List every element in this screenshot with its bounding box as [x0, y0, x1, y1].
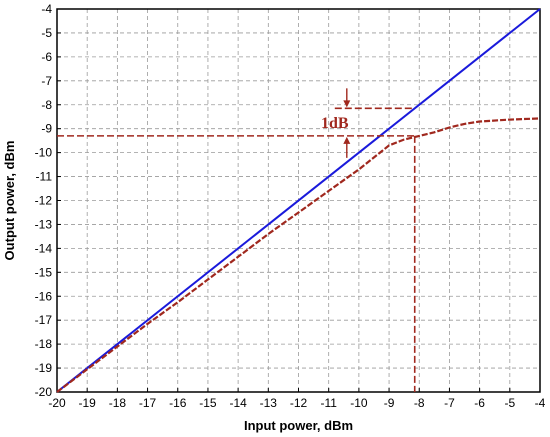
x-tick-label: -11 — [320, 396, 337, 410]
x-tick-label: -18 — [109, 396, 127, 410]
y-tick-label: -9 — [41, 122, 52, 136]
x-tick-label: -14 — [229, 396, 247, 410]
plot-frame — [56, 8, 541, 393]
y-tick-label: -16 — [35, 289, 53, 303]
x-tick-label: -9 — [384, 396, 395, 410]
y-tick-label: -4 — [41, 2, 52, 16]
x-tick-label: -20 — [48, 396, 66, 410]
x-tick-label: -12 — [290, 396, 308, 410]
x-tick-label: -10 — [350, 396, 368, 410]
y-tick-label: -13 — [35, 217, 53, 231]
x-tick-label: -19 — [79, 396, 97, 410]
x-tick-label: -17 — [139, 396, 157, 410]
x-tick-label: -7 — [444, 396, 455, 410]
y-tick-label: -14 — [35, 241, 53, 255]
x-tick-label: -4 — [535, 396, 546, 410]
x-axis-label: Input power, dBm — [244, 418, 353, 433]
x-tick-label: -8 — [414, 396, 425, 410]
y-tick-label: -12 — [35, 194, 53, 208]
y-tick-label: -8 — [41, 98, 52, 112]
x-tick-label: -6 — [474, 396, 485, 410]
annotation-group — [57, 88, 416, 392]
x-tick-labels: -20 -19 -18 -17 -16 -15 -14 -13 -12 -11 -10 -9 -8 -7 -… — [48, 396, 545, 410]
arrow-down-head — [343, 100, 351, 108]
y-tick-label: -15 — [35, 265, 53, 279]
y-tick-label: -5 — [41, 26, 52, 40]
y-tick-label: -17 — [35, 313, 53, 327]
y-tick-label: -7 — [41, 74, 52, 88]
y-tick-labels: -20 -19 -18 -17 -16 -15 -14 -13 -12 -11 -10 -9 -8 -7 -… — [35, 2, 53, 399]
series-line-2 — [56, 117, 541, 393]
y-tick-label: -19 — [35, 361, 53, 375]
x-tick-label: -16 — [169, 396, 187, 410]
y-tick-label: -11 — [36, 170, 53, 184]
x-tick-label: -13 — [260, 396, 278, 410]
series-group — [56, 8, 541, 393]
series-line-1 — [56, 8, 541, 393]
arrow-up-head — [343, 136, 351, 144]
plot-area — [56, 8, 541, 393]
y-tick-label: -10 — [35, 146, 53, 160]
y-tick-label: -20 — [35, 385, 53, 399]
y-tick-label: -18 — [35, 337, 53, 351]
x-tick-label: -5 — [504, 396, 515, 410]
y-axis-label: Output power, dBm — [2, 141, 17, 261]
compression-label: 1dB — [321, 115, 349, 132]
x-tick-label: -15 — [199, 396, 217, 410]
y-tick-label: -6 — [41, 50, 52, 64]
